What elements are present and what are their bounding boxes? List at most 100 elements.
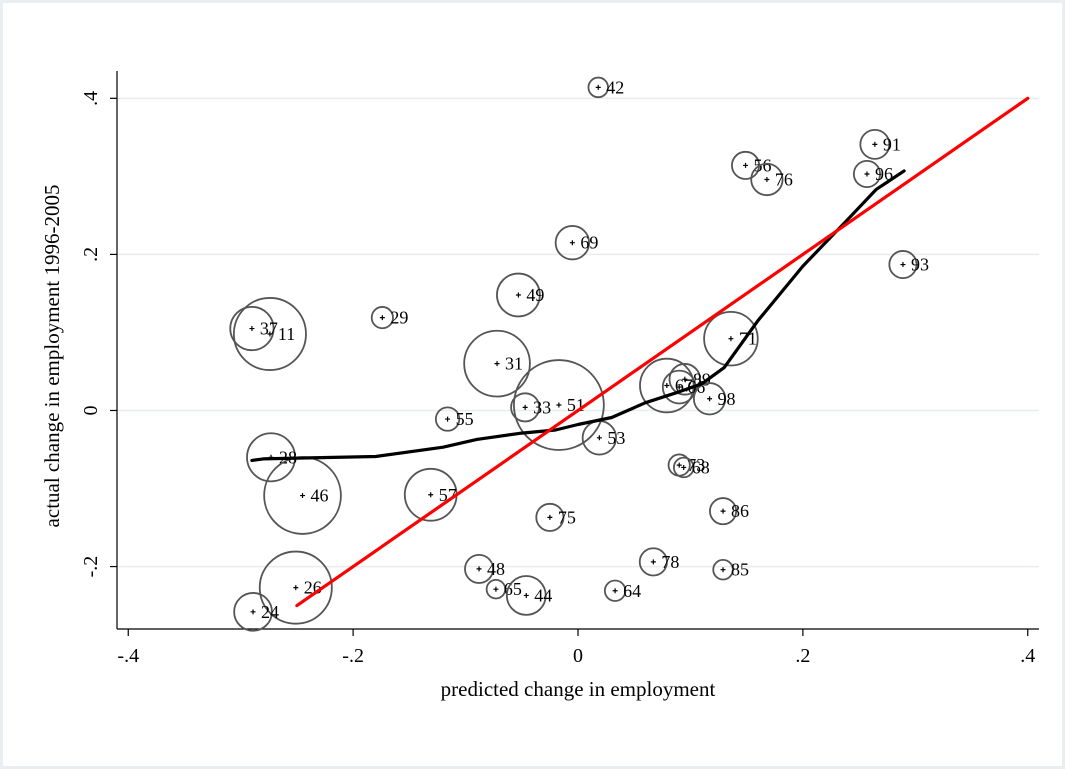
- data-point-marker: [250, 609, 256, 615]
- gridlines: [117, 97, 1039, 568]
- data-bubble: [229, 305, 275, 352]
- data-bubble: [852, 160, 881, 189]
- reference-line-45deg: [295, 96, 1030, 608]
- data-bubble: [703, 310, 759, 367]
- data-point-label: 78: [661, 552, 679, 572]
- data-bubble: [859, 128, 891, 160]
- data-point-marker: [676, 462, 682, 468]
- y-tick-label: .2: [80, 247, 102, 262]
- data-bubble: [603, 579, 627, 602]
- x-tick-label: -.4: [117, 645, 139, 667]
- data-bubble: [888, 250, 918, 280]
- data-bubble: [535, 502, 565, 532]
- data-bubble: [513, 359, 605, 451]
- data-bubble: [709, 497, 738, 526]
- data-bubble: [587, 76, 609, 99]
- data-bubble: [232, 297, 307, 371]
- data-point-label: 53: [607, 428, 625, 448]
- data-bubble: [463, 329, 531, 398]
- data-point-label: 98: [718, 389, 736, 409]
- data-point-marker: [522, 404, 528, 410]
- x-tick-label: .4: [1020, 645, 1035, 667]
- data-bubble: [496, 272, 541, 318]
- data-point-marker: [872, 141, 878, 147]
- data-point-label: 65: [504, 579, 522, 599]
- data-point-label: 24: [261, 602, 279, 622]
- data-point-marker: [267, 331, 273, 337]
- data-point-label: 33: [533, 397, 551, 417]
- tick-labels: -.4 -.2 0 .2 .4 -.2 0 .2 .4: [80, 91, 1035, 667]
- data-bubble: [510, 392, 541, 423]
- data-point-marker: [650, 559, 656, 565]
- data-bubble: [554, 225, 591, 261]
- data-point-marker: [476, 566, 482, 572]
- data-point-marker: [515, 292, 521, 298]
- data-point-marker: [445, 416, 451, 422]
- data-point-marker: [900, 262, 906, 268]
- x-tick-label: .2: [795, 645, 810, 667]
- data-point-marker: [681, 464, 687, 470]
- data-point-label: 93: [911, 255, 929, 275]
- data-point-marker: [300, 493, 306, 499]
- y-tick-label: 0: [80, 405, 102, 415]
- data-point-label: 86: [731, 501, 749, 521]
- y-tick-label: -.2: [80, 556, 102, 578]
- data-bubble: [258, 550, 333, 625]
- data-point-label: 56: [754, 155, 772, 175]
- data-point-label: 69: [580, 233, 598, 253]
- data-point-marker: [379, 315, 385, 321]
- data-bubble: [505, 575, 547, 616]
- data-point-marker: [523, 592, 529, 598]
- smoothed-fit-line: [250, 169, 906, 462]
- data-point-label: 76: [775, 169, 793, 189]
- data-point-label: 64: [623, 581, 641, 601]
- data-bubble: [638, 547, 668, 577]
- y-axis-title: actual change in employment 1996-2005: [40, 185, 64, 528]
- fit-lines: [250, 96, 1030, 608]
- data-point-marker: [249, 326, 255, 332]
- data-bubble: [434, 406, 461, 432]
- data-bubble: [370, 306, 394, 330]
- data-point-label: 57: [439, 485, 457, 505]
- data-point-marker: [428, 492, 434, 498]
- data-point-label: 46: [311, 486, 329, 506]
- data-point-marker: [664, 383, 670, 389]
- data-point-label: 48: [487, 559, 505, 579]
- data-point-label: 49: [526, 285, 544, 305]
- data-point-marker: [682, 376, 688, 382]
- data-point-label: 42: [606, 77, 624, 97]
- x-axis-title: predicted change in employment: [441, 677, 716, 701]
- data-bubble: [233, 592, 273, 632]
- data-point-marker: [569, 240, 575, 246]
- data-point-label: 44: [534, 585, 552, 605]
- data-point-marker: [293, 585, 299, 591]
- x-tick-label: 0: [573, 645, 583, 667]
- data-point-marker: [547, 514, 553, 520]
- data-bubble: [712, 558, 734, 581]
- data-bubble: [672, 456, 695, 479]
- data-point-marker: [556, 402, 562, 408]
- data-point-marker: [764, 176, 770, 182]
- data-point-label: 31: [505, 354, 523, 374]
- data-point-label: 91: [883, 134, 901, 154]
- data-point-marker: [596, 435, 602, 441]
- data-bubble: [692, 382, 727, 416]
- data-bubble: [750, 162, 784, 197]
- data-point-marker: [612, 588, 618, 594]
- x-tick-label: -.2: [342, 645, 364, 667]
- data-point-marker: [864, 171, 870, 177]
- data-point-marker: [493, 586, 499, 592]
- data-point-marker: [494, 361, 500, 367]
- axes: [110, 71, 1039, 636]
- data-point-label: 37: [260, 319, 278, 339]
- y-tick-label: .4: [80, 91, 102, 106]
- data-bubble: [464, 553, 495, 584]
- data-point-marker: [707, 396, 713, 402]
- data-point-marker: [743, 162, 749, 168]
- data-point-marker: [720, 508, 726, 514]
- data-point-label: 68: [692, 457, 710, 477]
- data-point-label: 96: [875, 164, 893, 184]
- chart-frame: 42 91 56 96 76 69 93 49 29 37 11 71 31 89 67 66 98 33 51 55…: [3, 3, 1062, 766]
